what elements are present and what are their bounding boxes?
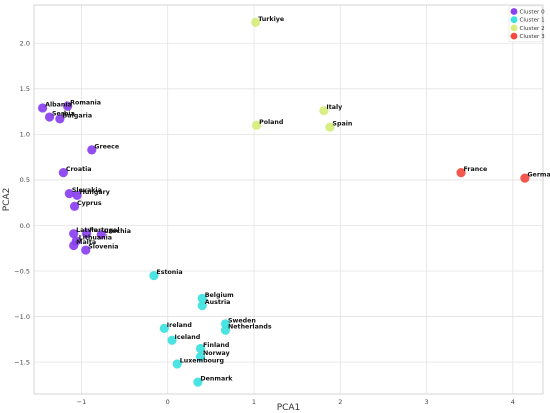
data-point-spain	[325, 122, 335, 132]
y-tick-label: 0.0	[20, 222, 30, 230]
point-label-slovakia: Slovakia	[72, 187, 102, 194]
point-label-spain: Spain	[332, 121, 352, 128]
legend-box	[508, 5, 543, 43]
grid-lines	[34, 5, 543, 394]
data-point-ireland	[159, 323, 169, 334]
legend-marker	[510, 24, 518, 32]
data-point-denmark	[193, 377, 203, 387]
legend-entry-label: Cluster 2	[520, 26, 545, 32]
y-tick-label: −1.5	[14, 358, 30, 366]
data-point-sweden	[220, 319, 231, 329]
x-axis-label: PCA1	[277, 403, 301, 413]
x-tick-label: 3	[424, 398, 428, 406]
point-label-ireland: Ireland	[167, 322, 192, 329]
point-label-czechia: Czechia	[104, 228, 131, 235]
point-label-serbia: Serbia	[52, 111, 75, 118]
data-point-netherlands	[220, 325, 231, 335]
data-point-finland	[195, 343, 206, 354]
data-point-belgium	[197, 293, 207, 303]
data-point-latvia	[69, 229, 79, 239]
data-point-austria	[197, 301, 207, 311]
data-point-france	[456, 168, 466, 178]
data-point-turkiye	[251, 17, 261, 27]
data-point-croatia	[58, 168, 68, 178]
x-tick-label: 2	[338, 398, 342, 406]
legend-marker	[510, 8, 518, 15]
data-point-czechia	[96, 229, 106, 240]
data-point-luxembourg	[172, 359, 182, 369]
data-point-bulgaria	[55, 114, 65, 124]
data-point-hungary	[72, 190, 82, 201]
data-point-albania	[38, 103, 48, 113]
data-point-malta	[69, 240, 79, 251]
data-point-slovakia	[64, 188, 74, 199]
data-point-slovenia	[81, 245, 91, 255]
plot-frame	[33, 4, 544, 395]
y-tick-label: −0.5	[14, 267, 30, 275]
point-label-croatia: Croatia	[66, 166, 92, 173]
point-label-cyprus: Cyprus	[77, 200, 102, 207]
point-label-greece: Greece	[94, 143, 119, 150]
point-label-germany: Germany	[527, 172, 550, 179]
y-tick-label: −1.0	[14, 313, 30, 321]
legend-marker	[510, 32, 518, 40]
y-axis-label: PCA2	[2, 188, 12, 212]
legend-entry-label: Cluster 0	[520, 10, 546, 16]
legend: Cluster 0 Cluster 1 Cluster 2 Cluster 3	[508, 5, 546, 43]
data-point-norway	[195, 352, 206, 362]
point-label-bulgaria: Bulgaria	[62, 112, 92, 119]
legend-entry-label: Cluster 3	[520, 34, 546, 40]
y-tick-label: 0.5	[20, 176, 30, 184]
data-point-iceland	[167, 335, 177, 345]
data-point-poland	[251, 120, 262, 130]
data-point-romania	[63, 101, 73, 111]
data-point-estonia	[149, 270, 159, 281]
point-label-romania: Romania	[70, 100, 101, 107]
y-tick-label: 2.0	[20, 40, 30, 48]
point-label-italy: Italy	[326, 104, 342, 111]
point-label-latvia: Latvia	[76, 227, 98, 234]
point-label-netherlands: Netherlands	[228, 324, 272, 331]
point-label-france: France	[464, 166, 488, 173]
y-axis-ticks: −1.5 −1.0 −0.5 0.0 0.5 1.0 1.5 2.0	[14, 40, 30, 367]
data-point-portugal	[82, 229, 92, 239]
data-point-germany	[520, 173, 530, 183]
plot-background	[34, 5, 543, 394]
point-label-denmark: Denmark	[200, 376, 233, 383]
point-label-portugal: Portugal	[89, 227, 119, 234]
data-point-greece	[87, 145, 97, 155]
point-label-malta: Malta	[76, 239, 96, 246]
point-label-iceland: Iceland	[175, 334, 201, 341]
y-tick-label: 1.5	[20, 85, 30, 93]
point-label-slovenia: Slovenia	[88, 244, 118, 251]
point-label-belgium: Belgium	[205, 292, 234, 299]
y-tick-label: 1.0	[20, 131, 30, 139]
x-tick-label: −1	[77, 398, 87, 406]
data-point-italy	[319, 106, 329, 116]
x-axis-ticks: −1 0 1 2 3 4	[77, 398, 515, 406]
point-label-austria: Austria	[205, 299, 231, 306]
point-label-albania: Albania	[45, 101, 72, 108]
point-label-sweden: Sweden	[228, 317, 256, 324]
data-point-serbia	[44, 112, 55, 122]
legend-marker	[510, 16, 518, 24]
point-label-finland: Finland	[203, 342, 229, 349]
point-label-lithuania: Lithuania	[79, 234, 112, 241]
point-label-luxembourg: Luxembourg	[180, 357, 224, 364]
x-tick-label: 0	[166, 398, 170, 406]
point-label-estonia: Estonia	[156, 269, 182, 276]
point-label-poland: Poland	[259, 119, 283, 126]
point-label-turkiye: Turkiye	[258, 16, 284, 23]
data-points	[38, 17, 530, 387]
x-tick-label: 1	[252, 398, 256, 406]
legend-entry-label: Cluster 1	[520, 18, 546, 24]
data-point-cyprus	[69, 201, 80, 211]
x-tick-label: 4	[511, 398, 515, 406]
point-label-hungary: Hungary	[80, 189, 110, 196]
point-label-norway: Norway	[203, 350, 230, 357]
